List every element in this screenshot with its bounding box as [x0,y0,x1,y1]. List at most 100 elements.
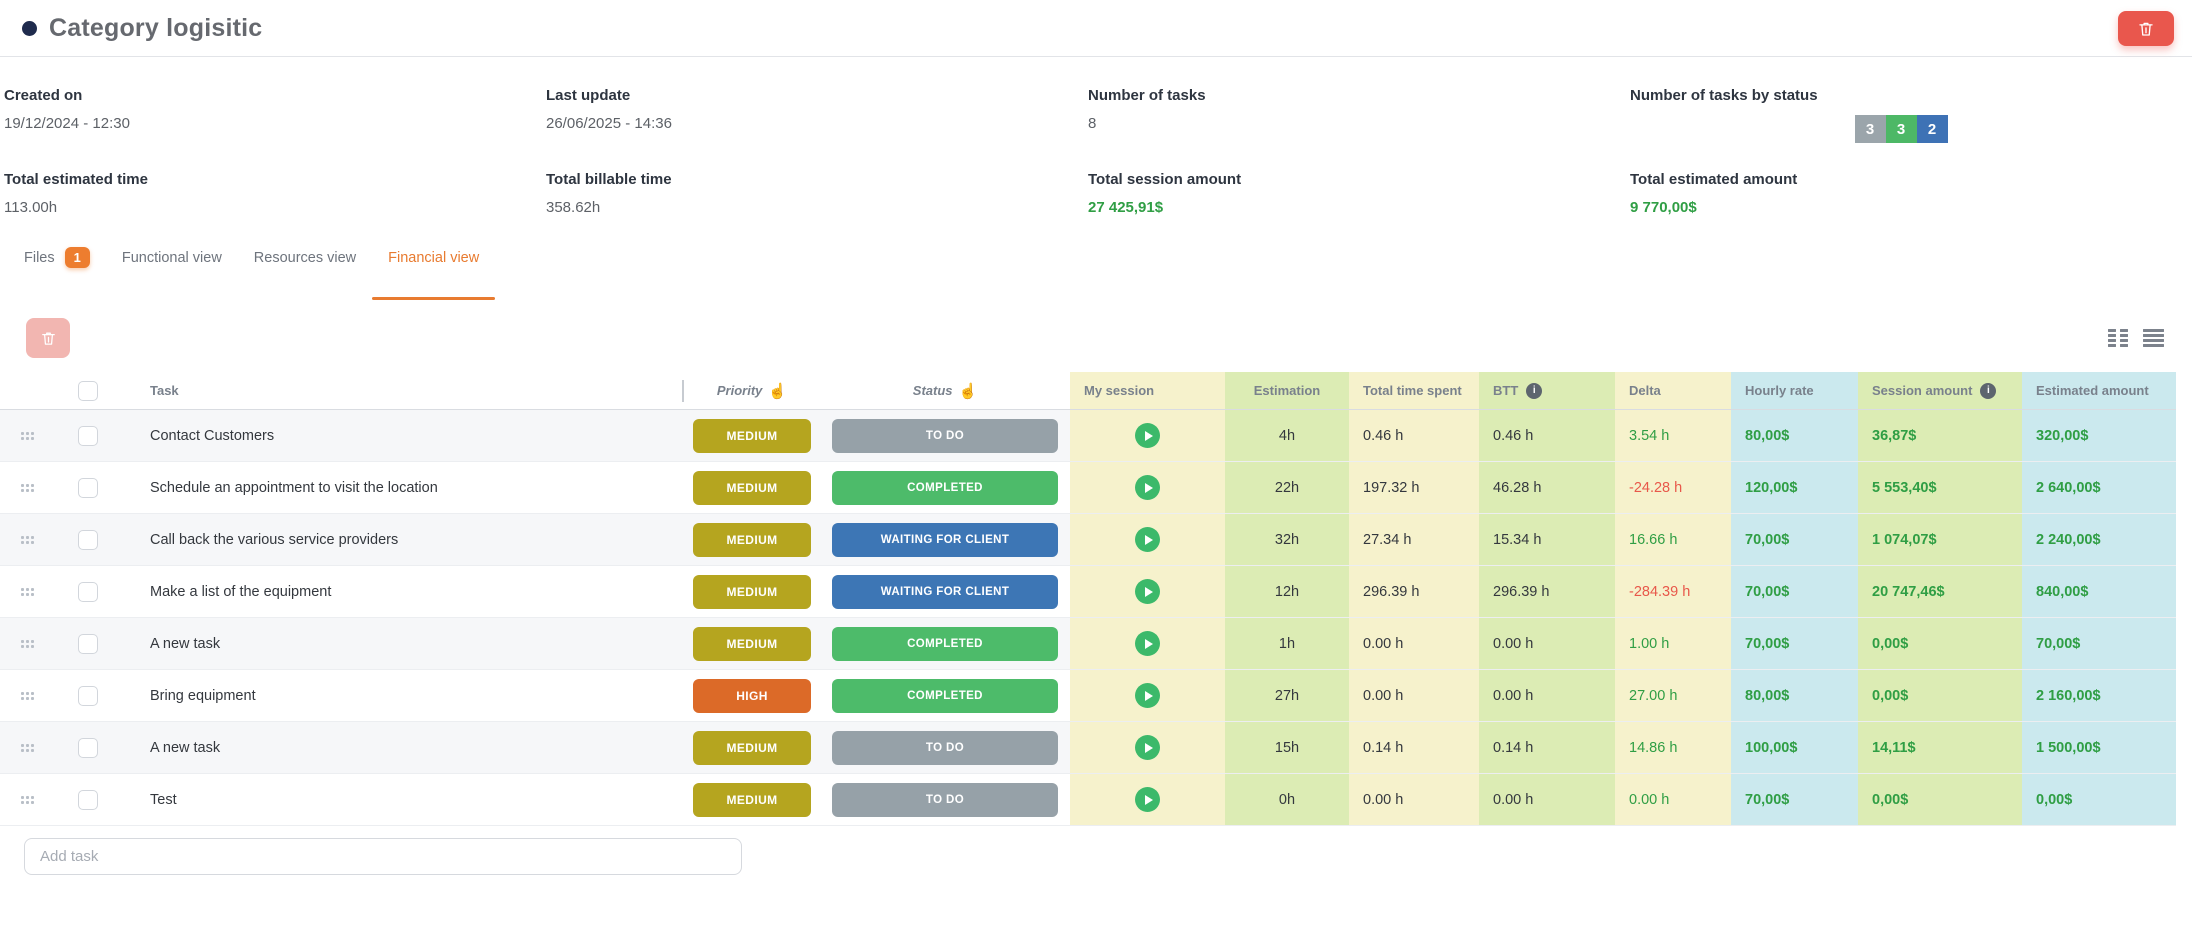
row-checkbox[interactable] [77,633,98,654]
drag-handle-icon[interactable] [20,586,35,597]
total-time-spent-value: 296.39 h [1363,583,1420,600]
table-row: Contact Customers MEDIUM TO DO 4h 0.46 h 0.46… [0,410,2176,462]
delta-value: 16.66 h [1629,531,1678,548]
select-cell [55,722,120,773]
task-name[interactable]: Test [150,791,177,808]
status-badge[interactable]: TO DO [832,782,1058,817]
status-badge[interactable]: WAITING FOR CLIENT [832,522,1058,557]
add-task-input[interactable] [24,838,742,875]
priority-badge[interactable]: MEDIUM [693,782,811,817]
priority-badge[interactable]: MEDIUM [693,574,811,609]
info-icon[interactable]: i [1980,382,1997,399]
drag-handle-icon[interactable] [20,430,35,441]
priority-badge[interactable]: MEDIUM [693,730,811,765]
stat-label: Last update [546,87,631,104]
task-name[interactable]: Contact Customers [150,427,275,444]
row-checkbox[interactable] [77,425,98,446]
tab-files[interactable]: Files 1 [8,242,106,300]
status-badge[interactable]: WAITING FOR CLIENT [832,574,1058,609]
drag-handle-icon[interactable] [20,690,35,701]
priority-badge[interactable]: MEDIUM [693,470,811,505]
grid-view-icon[interactable] [2105,326,2131,350]
estimation-value: 4h [1278,427,1296,444]
table-header-row: Task Priority ☝ Status ☝ My session Esti… [0,372,2176,410]
task-name[interactable]: Make a list of the equipment [150,583,332,600]
total-time-spent-value: 197.32 h [1363,479,1420,496]
delta-cell: 27.00 h [1615,670,1731,721]
estimated-amount-value: 2 640,00$ [2036,479,2101,496]
col-priority[interactable]: Priority ☝ [684,372,820,409]
drag-handle-icon[interactable] [20,794,35,805]
total-time-spent-cell: 27.34 h [1349,514,1479,565]
priority-badge[interactable]: MEDIUM [693,626,811,661]
category-color-dot [22,20,37,36]
task-name[interactable]: Call back the various service providers [150,531,399,548]
priority-cell: MEDIUM [684,514,820,565]
play-session-button[interactable] [1135,683,1160,708]
play-session-button[interactable] [1135,475,1160,500]
drag-handle-icon[interactable] [20,482,35,493]
status-badge[interactable]: COMPLETED [832,678,1058,713]
col-estimation: Estimation [1225,372,1349,409]
status-badge[interactable]: TO DO [832,418,1058,453]
status-badge[interactable]: TO DO [832,730,1058,765]
hourly-rate-cell: 100,00$ [1731,722,1858,773]
drag-handle-icon[interactable] [20,534,35,545]
row-checkbox[interactable] [77,581,98,602]
drag-handle-icon[interactable] [20,638,35,649]
select-all-checkbox[interactable] [77,380,98,401]
priority-badge[interactable]: MEDIUM [693,418,811,453]
session-amount-cell: 0,00$ [1858,618,2022,669]
play-session-button[interactable] [1135,735,1160,760]
select-cell [55,670,120,721]
my-session-cell [1070,410,1225,461]
play-session-button[interactable] [1135,787,1160,812]
tab-financial-view[interactable]: Financial view [372,242,496,300]
row-checkbox[interactable] [77,737,98,758]
play-icon [1144,794,1153,805]
bulk-delete-button[interactable] [26,318,70,358]
btt-cell: 296.39 h [1479,566,1615,617]
drag-cell [0,670,55,721]
status-badge[interactable]: COMPLETED [832,626,1058,661]
task-name[interactable]: A new task [150,635,221,652]
row-checkbox[interactable] [77,529,98,550]
estimation-value: 1h [1278,635,1296,652]
row-checkbox[interactable] [77,789,98,810]
tab-label: Financial view [388,250,480,266]
info-icon[interactable]: i [1526,382,1543,399]
play-session-button[interactable] [1135,631,1160,656]
sort-icon[interactable]: ☝ [958,382,978,400]
col-task: Task [120,372,684,409]
estimation-cell: 22h [1225,462,1349,513]
estimation-value: 22h [1274,479,1300,496]
hourly-rate-cell: 70,00$ [1731,618,1858,669]
sort-icon[interactable]: ☝ [768,382,788,400]
estimated-amount-cell: 2 640,00$ [2022,462,2176,513]
play-session-button[interactable] [1135,579,1160,604]
row-checkbox[interactable] [77,477,98,498]
play-session-button[interactable] [1135,527,1160,552]
table-row: Test MEDIUM TO DO 0h 0.00 h 0.00 h 0.00 h 70,00… [0,774,2176,826]
tab-resources-view[interactable]: Resources view [238,242,372,300]
estimated-amount-cell: 840,00$ [2022,566,2176,617]
list-view-icon[interactable] [2141,326,2166,350]
task-name[interactable]: Schedule an appointment to visit the loc… [150,479,438,496]
stat-value: 27 425,91$ [1088,199,1164,216]
priority-badge[interactable]: MEDIUM [693,522,811,557]
priority-badge[interactable]: HIGH [693,678,811,713]
col-estimation-label: Estimation [1253,383,1321,398]
tab-functional-view[interactable]: Functional view [106,242,238,300]
play-session-button[interactable] [1135,423,1160,448]
drag-handle-icon[interactable] [20,742,35,753]
btt-value: 0.00 h [1493,687,1534,704]
delete-category-button[interactable] [2118,11,2174,46]
row-checkbox[interactable] [77,685,98,706]
col-status[interactable]: Status ☝ [820,372,1070,409]
task-name[interactable]: Bring equipment [150,687,256,704]
task-name[interactable]: A new task [150,739,221,756]
total-time-spent-cell: 0.00 h [1349,670,1479,721]
page-title: Category logisitic [49,13,263,42]
total-time-spent-cell: 296.39 h [1349,566,1479,617]
status-badge[interactable]: COMPLETED [832,470,1058,505]
